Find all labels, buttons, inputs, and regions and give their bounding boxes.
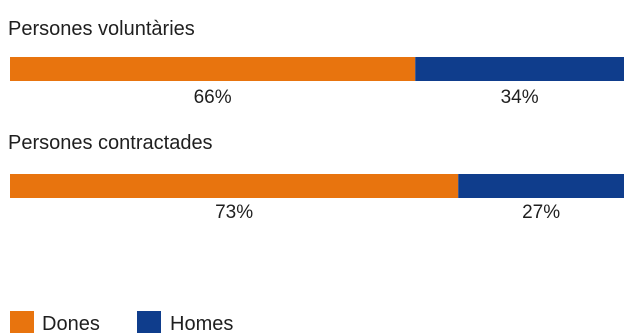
bar-segment-homes-1 — [458, 174, 624, 198]
bar-title-1: Persones contractades — [8, 132, 213, 154]
legend-swatch-dones — [10, 311, 34, 333]
legend-swatch-homes — [137, 311, 161, 333]
bar-segment-dones-1 — [10, 174, 459, 198]
data-label-dones-1: 73% — [215, 202, 253, 223]
data-label-dones-0: 66% — [194, 87, 232, 108]
bar-segment-homes-0 — [415, 57, 624, 81]
legend-label-dones: Dones — [42, 313, 100, 333]
bar-title-0: Persones voluntàries — [8, 18, 195, 40]
data-label-homes-0: 34% — [501, 87, 539, 108]
bar-segment-dones-0 — [10, 57, 416, 81]
data-label-homes-1: 27% — [522, 202, 560, 223]
legend-label-homes: Homes — [170, 313, 233, 333]
